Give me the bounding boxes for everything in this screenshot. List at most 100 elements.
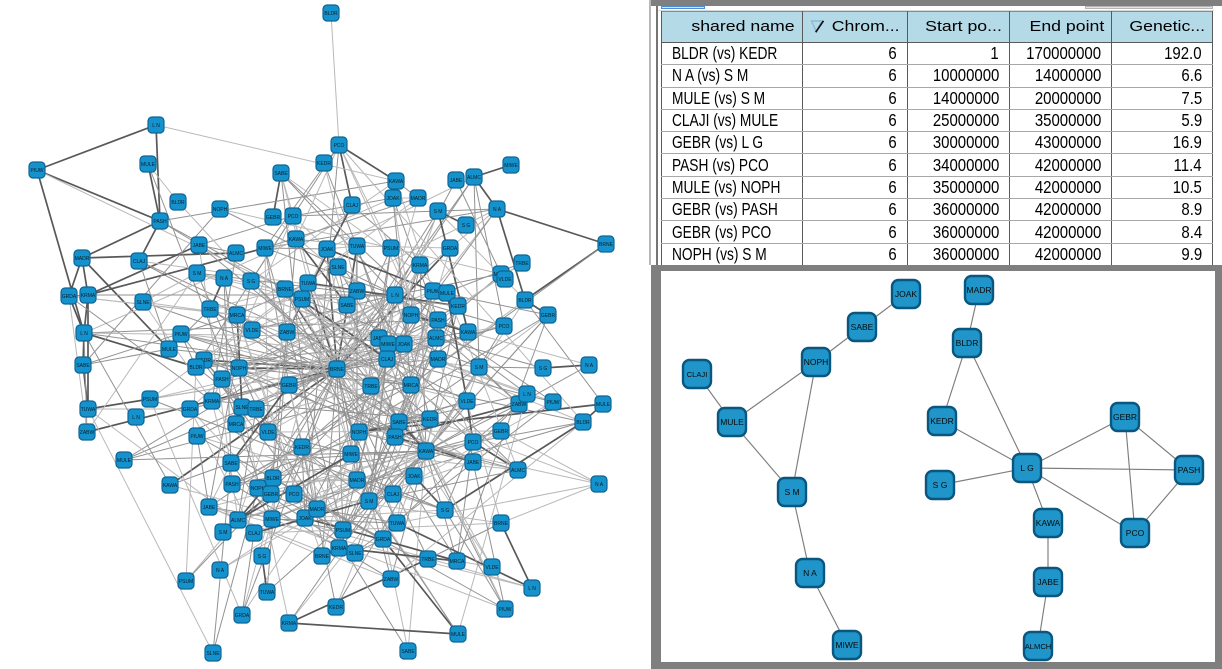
svg-text:PIUW: PIUW <box>30 168 43 174</box>
svg-text:PIUW: PIUW <box>190 434 203 440</box>
svg-text:ALMC: ALMC <box>229 251 243 257</box>
svg-text:MIWE: MIWE <box>258 246 272 252</box>
svg-text:SABE: SABE <box>401 649 415 655</box>
svg-text:S G: S G <box>258 554 267 560</box>
svg-text:SLNE: SLNE <box>331 265 345 271</box>
svg-text:ZABW: ZABW <box>80 430 95 436</box>
svg-text:SABE: SABE <box>274 171 288 177</box>
svg-text:TRBE: TRBE <box>421 557 435 563</box>
svg-text:PASH: PASH <box>153 219 167 225</box>
svg-text:MULE: MULE <box>141 162 156 168</box>
svg-text:BRNE: BRNE <box>494 521 509 527</box>
svg-text:BLDR: BLDR <box>266 476 280 482</box>
svg-text:KAWA: KAWA <box>419 449 434 455</box>
svg-text:TUWA: TUWA <box>301 281 316 287</box>
svg-text:PCO: PCO <box>499 324 510 330</box>
svg-text:MADR: MADR <box>350 478 365 484</box>
svg-text:CLAJ: CLAJ <box>381 357 394 363</box>
svg-text:PSUM: PSUM <box>179 579 193 585</box>
svg-text:BRNE: BRNE <box>278 287 293 293</box>
svg-text:N A: N A <box>493 207 502 213</box>
svg-text:KEDR: KEDR <box>451 304 465 310</box>
svg-text:CLAJ: CLAJ <box>346 203 359 209</box>
svg-text:VLDE: VLDE <box>261 430 275 436</box>
svg-text:S G: S G <box>441 508 450 514</box>
svg-text:S M: S M <box>193 271 202 277</box>
svg-text:KRMA: KRMA <box>205 399 220 405</box>
svg-text:PSUM: PSUM <box>143 397 157 403</box>
svg-text:TUWA: TUWA <box>390 521 405 527</box>
svg-text:ZABW: ZABW <box>384 577 399 583</box>
svg-text:N A: N A <box>216 568 225 574</box>
svg-text:TRBE: TRBE <box>249 407 263 413</box>
svg-text:ZABW: ZABW <box>280 330 295 336</box>
svg-text:GRDA: GRDA <box>443 246 458 252</box>
svg-text:N A: N A <box>585 363 594 369</box>
svg-text:S G: S G <box>462 223 471 229</box>
svg-text:MRCA: MRCA <box>230 313 245 319</box>
svg-text:N A: N A <box>220 276 229 282</box>
svg-text:MULE: MULE <box>162 347 177 353</box>
svg-text:L N: L N <box>152 123 160 129</box>
svg-text:L N: L N <box>523 392 531 398</box>
svg-text:L N: L N <box>391 293 399 299</box>
svg-text:BLDR: BLDR <box>518 298 532 304</box>
svg-text:TRBE: TRBE <box>515 261 529 267</box>
svg-text:S G: S G <box>539 366 548 372</box>
svg-text:ALMC: ALMC <box>429 336 443 342</box>
svg-text:JOAK: JOAK <box>407 474 421 480</box>
svg-text:KRMA: KRMA <box>282 621 297 627</box>
svg-text:NOPH: NOPH <box>404 313 419 319</box>
svg-text:CLAJ: CLAJ <box>387 492 400 498</box>
svg-text:PIUW: PIUW <box>546 400 559 406</box>
svg-text:CLAJ: CLAJ <box>133 259 146 265</box>
svg-text:PSUM: PSUM <box>336 528 350 534</box>
svg-text:L N: L N <box>132 415 140 421</box>
svg-text:ZABW: ZABW <box>512 402 527 408</box>
svg-text:JOAK: JOAK <box>397 342 411 348</box>
svg-text:PIUW: PIUW <box>498 607 511 613</box>
svg-text:VLDE: VLDE <box>498 277 512 283</box>
svg-text:GEBR: GEBR <box>266 215 281 221</box>
svg-text:GEBR: GEBR <box>541 313 556 319</box>
svg-text:MRCA: MRCA <box>404 383 419 389</box>
svg-text:GRDA: GRDA <box>62 294 77 300</box>
svg-text:NOPH: NOPH <box>213 207 228 213</box>
svg-text:KEDR: KEDR <box>329 605 343 611</box>
svg-text:MIWE: MIWE <box>504 163 518 169</box>
svg-text:JABE: JABE <box>193 243 206 249</box>
svg-text:SLNE: SLNE <box>136 300 150 306</box>
svg-text:MADR: MADR <box>431 357 446 363</box>
svg-text:S M: S M <box>219 530 228 536</box>
svg-text:BLDR: BLDR <box>189 365 203 371</box>
svg-text:PIUW: PIUW <box>426 289 439 295</box>
svg-text:PCO: PCO <box>289 492 300 498</box>
svg-text:KEDR: KEDR <box>423 417 437 423</box>
svg-text:SLNE: SLNE <box>348 551 362 557</box>
svg-text:VLDE: VLDE <box>460 399 474 405</box>
svg-text:TUWA: TUWA <box>81 407 96 413</box>
svg-text:TRBE: TRBE <box>203 307 217 313</box>
svg-text:MULE: MULE <box>451 632 466 638</box>
svg-text:GEBR: GEBR <box>264 492 279 498</box>
svg-text:ALMC: ALMC <box>231 518 245 524</box>
svg-text:MIWE: MIWE <box>344 452 358 458</box>
svg-text:MIWE: MIWE <box>265 517 279 523</box>
svg-text:NOPH: NOPH <box>251 486 266 492</box>
svg-text:KRMA: KRMA <box>81 293 96 299</box>
svg-text:KAWA: KAWA <box>389 179 404 185</box>
svg-text:S M: S M <box>475 365 484 371</box>
svg-text:JABE: JABE <box>373 336 386 342</box>
svg-text:PCO: PCO <box>334 143 345 149</box>
svg-text:VLDE: VLDE <box>245 328 259 334</box>
svg-text:PIUW: PIUW <box>174 332 187 338</box>
svg-text:KRMA: KRMA <box>413 263 428 269</box>
svg-text:BRNE: BRNE <box>315 554 330 560</box>
svg-text:MRCA: MRCA <box>229 422 244 428</box>
svg-text:PSUM: PSUM <box>384 246 398 252</box>
svg-text:MULE: MULE <box>440 291 455 297</box>
svg-text:JOAK: JOAK <box>320 247 334 253</box>
svg-text:MADR: MADR <box>310 507 325 513</box>
svg-text:PASH: PASH <box>431 318 445 324</box>
svg-text:JOAK: JOAK <box>298 516 312 522</box>
